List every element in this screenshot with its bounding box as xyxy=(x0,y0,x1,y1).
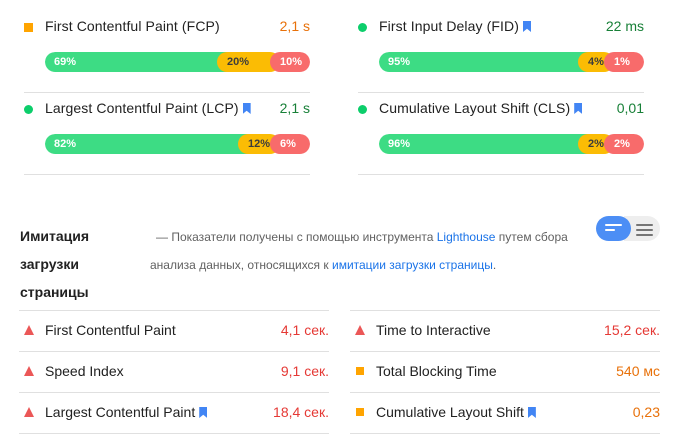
distribution-bar: 96% 2% 2% xyxy=(379,134,644,154)
average-segment: 12% xyxy=(238,134,280,154)
bookmark-icon[interactable] xyxy=(574,103,583,114)
fast-segment: 96% xyxy=(379,134,588,154)
square-icon xyxy=(24,23,33,32)
fast-segment: 82% xyxy=(45,134,248,154)
metric-title: Cumulative Layout Shift (CLS) xyxy=(379,100,583,116)
square-icon xyxy=(356,408,364,416)
distribution-bar: 95% 4% 1% xyxy=(379,52,644,72)
circle-icon xyxy=(358,105,367,114)
divider xyxy=(350,392,660,393)
divider xyxy=(350,433,660,434)
slow-segment: 1% xyxy=(604,52,644,72)
divider xyxy=(358,92,644,93)
triangle-icon xyxy=(24,325,34,335)
metric-value: 540 мс xyxy=(616,363,660,379)
slow-segment: 10% xyxy=(270,52,310,72)
bookmark-icon[interactable] xyxy=(199,407,208,418)
lab-metric-fcp: First Contentful Paint 4,1 сек. xyxy=(19,310,329,351)
divider xyxy=(24,174,310,175)
circle-icon xyxy=(358,23,367,32)
divider xyxy=(19,433,329,434)
fast-segment: 95% xyxy=(379,52,588,72)
metric-value: 18,4 сек. xyxy=(273,404,329,420)
lab-section-title: Имитация загрузки страницы xyxy=(20,228,90,300)
divider xyxy=(24,92,310,93)
divider xyxy=(19,351,329,352)
bookmark-icon[interactable] xyxy=(242,103,251,114)
expanded-list-icon xyxy=(636,224,653,239)
metric-title: Largest Contentful Paint (LCP) xyxy=(45,100,251,116)
bookmark-icon[interactable] xyxy=(527,407,536,418)
metric-title: First Input Delay (FID) xyxy=(379,18,531,34)
lab-metric-tbt: Total Blocking Time 540 мс xyxy=(350,351,660,392)
divider xyxy=(19,310,329,311)
divider xyxy=(19,392,329,393)
triangle-icon xyxy=(355,325,365,335)
bookmark-icon[interactable] xyxy=(523,21,531,32)
metric-value: 15,2 сек. xyxy=(604,322,660,338)
metric-title: First Contentful Paint (FCP) xyxy=(45,18,220,34)
metric-value: 4,1 сек. xyxy=(280,322,329,338)
lab-metric-cls: Cumulative Layout Shift 0,23 xyxy=(350,392,660,433)
divider xyxy=(358,174,644,175)
divider xyxy=(350,310,660,311)
metric-value: 9,1 сек. xyxy=(280,363,329,379)
lighthouse-link[interactable]: Lighthouse xyxy=(436,230,496,244)
lab-simulation-link[interactable]: имитации загрузки страницы xyxy=(331,258,493,272)
lab-metric-lcp: Largest Contentful Paint 18,4 сек. xyxy=(19,392,329,433)
metric-value: 0,23 xyxy=(632,404,660,420)
square-icon xyxy=(356,367,364,375)
compact-list-icon xyxy=(605,224,622,234)
distribution-bar: 82% 12% 6% xyxy=(45,134,310,154)
metric-title: Time to Interactive xyxy=(376,322,491,338)
metric-title: First Contentful Paint xyxy=(45,322,176,338)
lab-metric-tti: Time to Interactive 15,2 сек. xyxy=(350,310,660,351)
metric-title: Largest Contentful Paint xyxy=(45,404,208,420)
lab-description: — Показатели получены с помощью инструме… xyxy=(150,230,568,272)
metric-value: 0,01 xyxy=(616,100,644,116)
metric-value: 2,1 s xyxy=(279,100,310,116)
average-segment: 20% xyxy=(217,52,280,72)
view-toggle xyxy=(596,216,660,241)
triangle-icon xyxy=(24,366,34,376)
distribution-bar: 69% 20% 10% xyxy=(45,52,310,72)
divider xyxy=(350,351,660,352)
metric-value: 22 ms xyxy=(605,18,644,34)
compact-view-button[interactable] xyxy=(596,216,631,241)
lab-metric-si: Speed Index 9,1 сек. xyxy=(19,351,329,392)
metric-title: Total Blocking Time xyxy=(376,363,497,379)
triangle-icon xyxy=(24,407,34,417)
metric-value: 2,1 s xyxy=(279,18,310,34)
circle-icon xyxy=(24,105,33,114)
fast-segment: 69% xyxy=(45,52,227,72)
metric-title: Cumulative Layout Shift xyxy=(376,404,536,420)
metric-title: Speed Index xyxy=(45,363,124,379)
slow-segment: 6% xyxy=(270,134,310,154)
slow-segment: 2% xyxy=(604,134,644,154)
